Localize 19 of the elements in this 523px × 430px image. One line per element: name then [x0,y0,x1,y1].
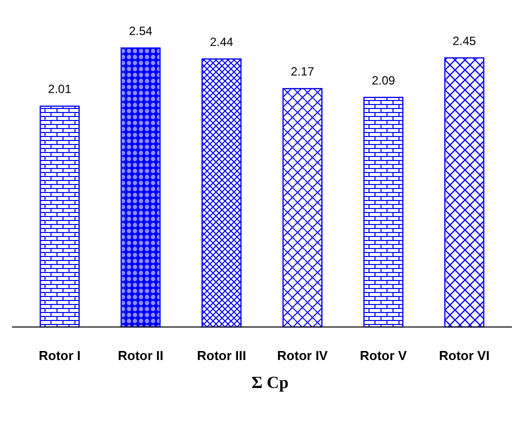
data-label: 2.17 [290,64,314,79]
data-label: 2.01 [48,82,72,96]
x-tick-label: Rotor V [360,348,408,363]
bar [363,96,404,328]
x-axis-title: Σ Cp [251,373,289,392]
bar [40,106,80,328]
data-label: 2.45 [452,34,476,48]
bar [444,57,484,328]
x-tick-label: Rotor II [118,348,164,363]
data-label: 2.09 [372,73,396,88]
bar [202,58,242,328]
data-label: 2.54 [128,24,153,38]
data-label: 2.44 [210,34,234,49]
bar [282,88,322,328]
bar [120,47,161,328]
x-tick-label: Rotor I [38,348,81,363]
x-tick-label: Rotor IV [277,348,328,363]
x-tick-label: Rotor III [196,348,246,363]
x-tick-label: Rotor VI [439,348,490,363]
